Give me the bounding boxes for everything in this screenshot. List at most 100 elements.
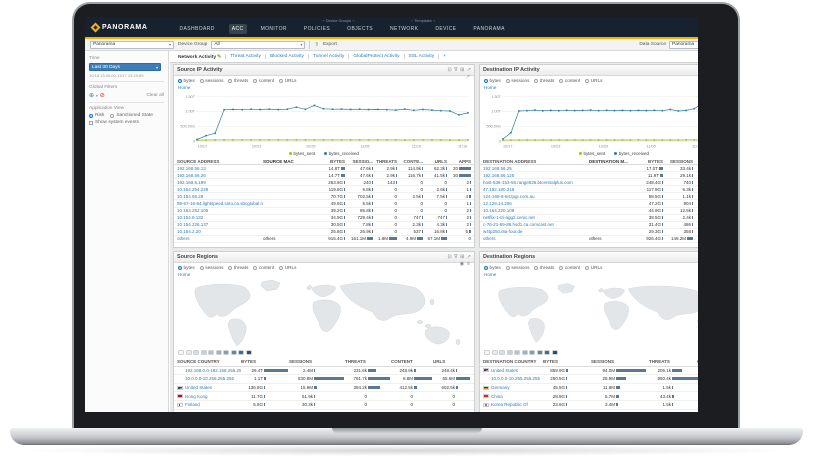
source-country-link[interactable]: 10.0.0.0-10.255.255.255: [185, 376, 235, 382]
breadcrumb[interactable]: Home: [178, 272, 191, 277]
data-source-select[interactable]: Panorama ▾: [669, 40, 698, 49]
table-row[interactable]: 12.129.14.206 47.2G 904: [480, 200, 698, 208]
filter-icon[interactable]: ∇: [454, 67, 458, 73]
source-address-link[interactable]: 10.154.226.137: [177, 222, 209, 228]
col-header[interactable]: CONTENT: [391, 359, 413, 365]
filter-icon[interactable]: ∇: [454, 254, 458, 260]
source-address-link[interactable]: 192.168.56.13: [177, 165, 206, 171]
col-header[interactable]: SESSIONS: [289, 359, 313, 365]
acc-tab[interactable]: Tunnel Activity✎: [307, 54, 348, 59]
col-header[interactable]: THREATS: [649, 359, 670, 365]
source-address-link[interactable]: 10.154.2.20: [177, 229, 201, 235]
destination-address-link[interactable]: 10.154.220.109: [483, 208, 515, 214]
destination-address-link[interactable]: 47.192.180.218: [483, 186, 515, 192]
table-row[interactable]: w4tp250.i8a-four.de 29.3G 358: [480, 229, 698, 236]
col-header[interactable]: SOURCE COUNTRY: [177, 359, 220, 365]
col-header[interactable]: SESSIONS: [591, 359, 615, 365]
destination-address-link[interactable]: 192.168.56.125: [483, 172, 515, 178]
metric-radio[interactable]: sessions: [505, 265, 529, 270]
metric-radio[interactable]: URLs: [279, 265, 296, 270]
table-row[interactable]: United States 859.9G 94.0M 205.1k 3.4M: [480, 367, 698, 376]
table-row[interactable]: 99-67-16-84.lightspeed.snto.ca.sbcglobal…: [174, 200, 474, 208]
acc-tab[interactable]: +✎: [438, 54, 450, 59]
table-row[interactable]: 10.154.2.20 25.8G 26.9k 0 537 16.8k 5: [174, 229, 474, 236]
destination-address-link[interactable]: host-536-153-56.range536.btcentralplus.c…: [483, 179, 573, 185]
nav-item-objects[interactable]: OBJECTS: [347, 26, 374, 32]
table-row[interactable]: 192.168.5.199 253.8G 240 143 0 0 2: [174, 179, 474, 187]
table-row[interactable]: 192.168.56.25 17.0T 33.4k: [480, 165, 698, 173]
source-address-link[interactable]: 10.154.252.105: [177, 208, 209, 214]
table-view-icon[interactable]: ⊞: [460, 254, 465, 260]
export-button[interactable]: Export: [322, 42, 337, 47]
metric-radio[interactable]: URLs: [279, 78, 296, 83]
table-row[interactable]: 192.168.56.125 11.9T 29.1k: [480, 172, 698, 180]
table-view-icon[interactable]: ⊞: [460, 67, 465, 73]
nav-item-device[interactable]: DEVICE: [435, 26, 457, 32]
table-row[interactable]: 10.0.0.0-10.255.255.255 250.5G 28.9M 950…: [480, 375, 698, 384]
destination-address-link[interactable]: 12.129.14.206: [483, 201, 512, 207]
metric-radio[interactable]: content: [253, 265, 274, 270]
metric-radio[interactable]: bytes: [178, 78, 195, 83]
export-chart-icon[interactable]: ↗: [465, 74, 470, 80]
metric-radio[interactable]: content: [559, 265, 580, 270]
col-header[interactable]: SOURCE MAC: [263, 158, 294, 164]
destination-address-link[interactable]: 124-168-8-84.tpgi.com.au: [483, 193, 535, 199]
acc-tab[interactable]: Blocked Activity✎: [264, 54, 308, 59]
table-row[interactable]: 10.154.220.109 44.9G 12.5k: [480, 208, 698, 215]
globe-icon[interactable]: ◉: [459, 261, 465, 267]
nav-item-policies[interactable]: POLICIES: [303, 26, 331, 32]
table-row[interactable]: Germany 45.5G 11.8M 1.5k 3.1k: [480, 384, 698, 393]
source-country-link[interactable]: 192.168.0.0-192.168.255.255: [185, 367, 241, 373]
col-header[interactable]: CONTE...: [403, 158, 423, 164]
acc-tab[interactable]: SSL Activity✎: [403, 54, 439, 59]
table-row[interactable]: 192.168.56.26 14.7T 47.6k 2.9k 116.7k 41…: [174, 172, 474, 180]
metric-radio[interactable]: threats: [228, 78, 248, 83]
metric-radio[interactable]: threats: [228, 265, 248, 270]
col-header[interactable]: URLS: [433, 359, 446, 365]
time-range-select[interactable]: Last 30 Days ▾: [89, 63, 161, 71]
col-header[interactable]: BYTES: [647, 158, 663, 164]
metric-radio[interactable]: sessions: [199, 78, 223, 83]
table-row[interactable]: netflix-1-tri-agg2.cenic.net 38.5G 2.4k: [480, 215, 698, 222]
add-filter-icon[interactable]: ⊕: [89, 93, 95, 99]
metric-radio[interactable]: content: [559, 78, 580, 83]
table-row[interactable]: China 28.9G 5.7M 43.4k 21.0k: [480, 392, 698, 401]
table-row[interactable]: 192.168.0.0-192.168.255.255 29.4T 2.4M 2…: [174, 367, 474, 376]
metric-radio[interactable]: URLs: [585, 78, 602, 83]
chevron-down-icon[interactable]: ▾: [96, 93, 98, 98]
table-row[interactable]: United States 136.8G 15.9M 394.2k 412.5k…: [174, 384, 474, 393]
nav-item-dashboard[interactable]: DASHBOARD: [179, 26, 215, 32]
show-system-events-checkbox[interactable]: [89, 120, 93, 125]
col-header[interactable]: BYTES: [329, 158, 345, 164]
source-address-link[interactable]: 192.168.5.199: [177, 179, 206, 185]
nav-item-network[interactable]: NETWORK: [390, 26, 419, 32]
table-row[interactable]: 10.154.56.29 70.7G 702.5k 0 2.5k 7.5k 4: [174, 193, 474, 201]
table-row[interactable]: host-536-153-56.range536.btcentralplus.c…: [480, 179, 698, 187]
table-row[interactable]: Finland 5.8G 30.3k 0 0 0: [174, 401, 474, 410]
breadcrumb[interactable]: Home: [484, 272, 497, 277]
table-row[interactable]: 10.154.252.105 39.2G 85.8k 0 0 0 2: [174, 208, 474, 215]
metric-radio[interactable]: sessions: [505, 78, 529, 83]
table-row[interactable]: others others 926.4G 149.2M: [480, 236, 698, 244]
metric-radio[interactable]: URLs: [585, 265, 602, 270]
acc-tab[interactable]: Network Activity✎: [174, 54, 225, 60]
destination-address-link[interactable]: others: [483, 236, 496, 242]
destination-country-link[interactable]: 10.0.0.0-10.255.255.255: [491, 376, 541, 382]
maximize-icon[interactable]: ⊡: [447, 67, 452, 73]
clear-all-link[interactable]: Clear all: [146, 93, 164, 98]
metric-radio[interactable]: bytes: [484, 78, 501, 83]
nav-item-monitor[interactable]: MONITOR: [260, 26, 287, 32]
table-row[interactable]: c-76-21-69-86.hsd1.ca.comcast.net 31.4G …: [480, 222, 698, 229]
acc-tab[interactable]: Threat Activity✎: [225, 54, 265, 59]
source-address-link[interactable]: 99-67-16-84.lightspeed.snto.ca.sbcglobal…: [177, 201, 263, 207]
source-address-link[interactable]: 10.154.9.132: [177, 215, 204, 221]
col-header[interactable]: DESTINATION M...: [589, 158, 628, 164]
source-country-link[interactable]: Hong Kong: [185, 393, 208, 399]
destination-country-link[interactable]: United States: [491, 367, 519, 373]
col-header[interactable]: SESSIONS: [669, 158, 693, 164]
jump-icon[interactable]: ↗: [466, 67, 471, 73]
table-row[interactable]: 47.192.180.218 117.9G 6.3k: [480, 186, 698, 194]
source-country-link[interactable]: Finland: [185, 402, 200, 408]
acc-tab[interactable]: GlobalProtect Activity✎: [348, 54, 403, 59]
col-header[interactable]: DESTINATION COUNTRY: [483, 359, 537, 365]
